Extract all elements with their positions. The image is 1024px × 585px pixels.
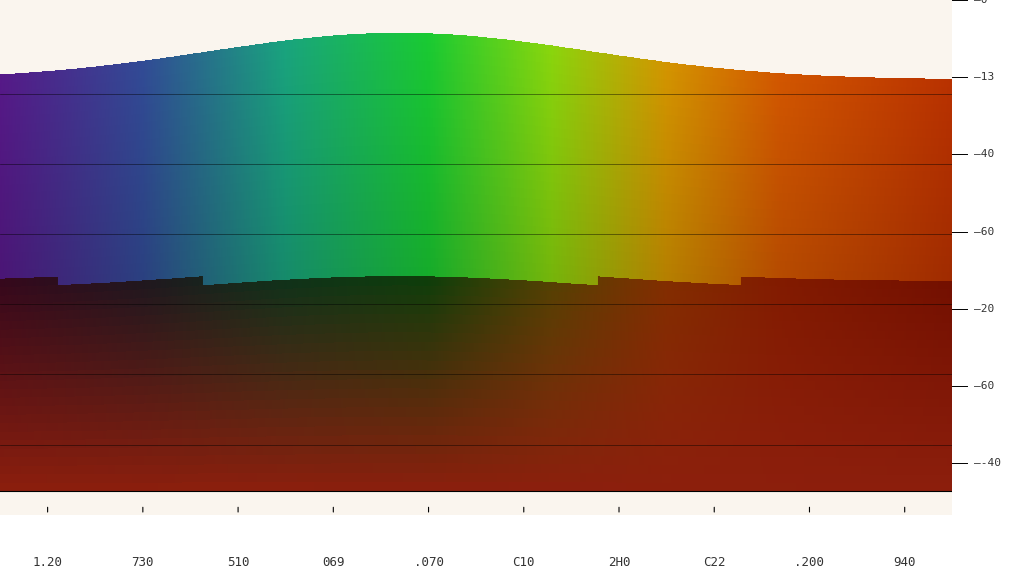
Text: 1.20: 1.20 bbox=[33, 556, 62, 569]
Text: 510: 510 bbox=[227, 556, 249, 569]
Text: 730: 730 bbox=[132, 556, 154, 569]
Text: 069: 069 bbox=[323, 556, 344, 569]
Text: —60: —60 bbox=[974, 381, 994, 391]
Text: 2H0: 2H0 bbox=[608, 556, 630, 569]
Text: C10: C10 bbox=[513, 556, 535, 569]
Text: 940: 940 bbox=[894, 556, 915, 569]
Text: .200: .200 bbox=[795, 556, 824, 569]
Text: —13: —13 bbox=[974, 72, 994, 82]
Text: —20: —20 bbox=[974, 304, 994, 314]
Text: —40: —40 bbox=[974, 149, 994, 160]
Text: —60: —60 bbox=[974, 226, 994, 237]
Text: .070: .070 bbox=[414, 556, 443, 569]
Text: —-40: —-40 bbox=[974, 458, 1000, 469]
Text: —0: —0 bbox=[974, 0, 987, 5]
Text: C22: C22 bbox=[703, 556, 725, 569]
